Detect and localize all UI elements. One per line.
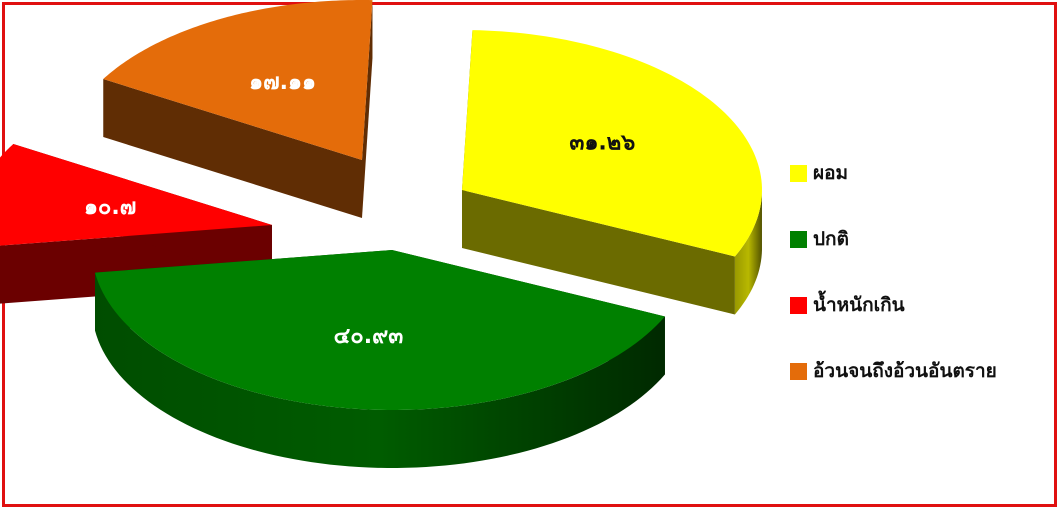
pie-slice-normal-top [95, 250, 665, 410]
legend: ผอม ปกติ น้ำหนักเกิน อ้วนจนถึงอ้วนอันตรา… [790, 156, 1060, 420]
pie-slice-obese-wall [103, 79, 362, 218]
pie-slice-thin-wall [462, 190, 735, 315]
pie-slice-obese-wall [362, 0, 373, 218]
pie-value-label-normal: ๔๐.๙๓ [334, 324, 404, 349]
legend-label-obese: อ้วนจนถึงอ้วนอันตราย [813, 360, 997, 382]
legend-item-thin: ผอม [790, 156, 1060, 190]
pie-slice-overweight: ๑๐.๗ [0, 144, 272, 304]
pie-slice-overweight-top [0, 144, 272, 246]
legend-swatch-obese [790, 362, 807, 380]
pie-slice-normal-rim [95, 272, 665, 468]
legend-item-overweight: น้ำหนักเกิน [790, 288, 1060, 322]
pie-value-label-thin: ๓๑.๒๖ [569, 131, 635, 156]
legend-label-normal: ปกติ [813, 228, 849, 250]
legend-swatch-overweight [790, 296, 807, 314]
pie-value-label-overweight: ๑๐.๗ [84, 195, 136, 220]
legend-label-overweight: น้ำหนักเกิน [813, 294, 905, 316]
legend-item-obese: อ้วนจนถึงอ้วนอันตราย [790, 354, 1060, 388]
pie-slice-normal: ๔๐.๙๓ [95, 250, 665, 468]
pie-slice-thin-rim [734, 187, 762, 315]
pie-slice-thin: ๓๑.๒๖ [462, 30, 762, 315]
pie-slice-obese-top [103, 0, 373, 161]
pie-slice-obese: ๑๗.๑๑ [103, 0, 373, 218]
legend-label-thin: ผอม [813, 162, 849, 184]
legend-item-normal: ปกติ [790, 222, 1060, 256]
pie-value-label-obese: ๑๗.๑๑ [249, 70, 316, 95]
pie-slice-thin-top [462, 30, 762, 257]
legend-swatch-thin [790, 164, 807, 182]
legend-swatch-normal [790, 230, 807, 248]
